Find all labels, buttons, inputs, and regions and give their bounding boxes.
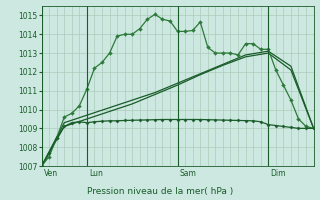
Text: Ven: Ven — [44, 169, 58, 178]
Text: Pression niveau de la mer( hPa ): Pression niveau de la mer( hPa ) — [87, 187, 233, 196]
Text: Sam: Sam — [180, 169, 197, 178]
Text: Lun: Lun — [89, 169, 103, 178]
Text: Dim: Dim — [270, 169, 286, 178]
